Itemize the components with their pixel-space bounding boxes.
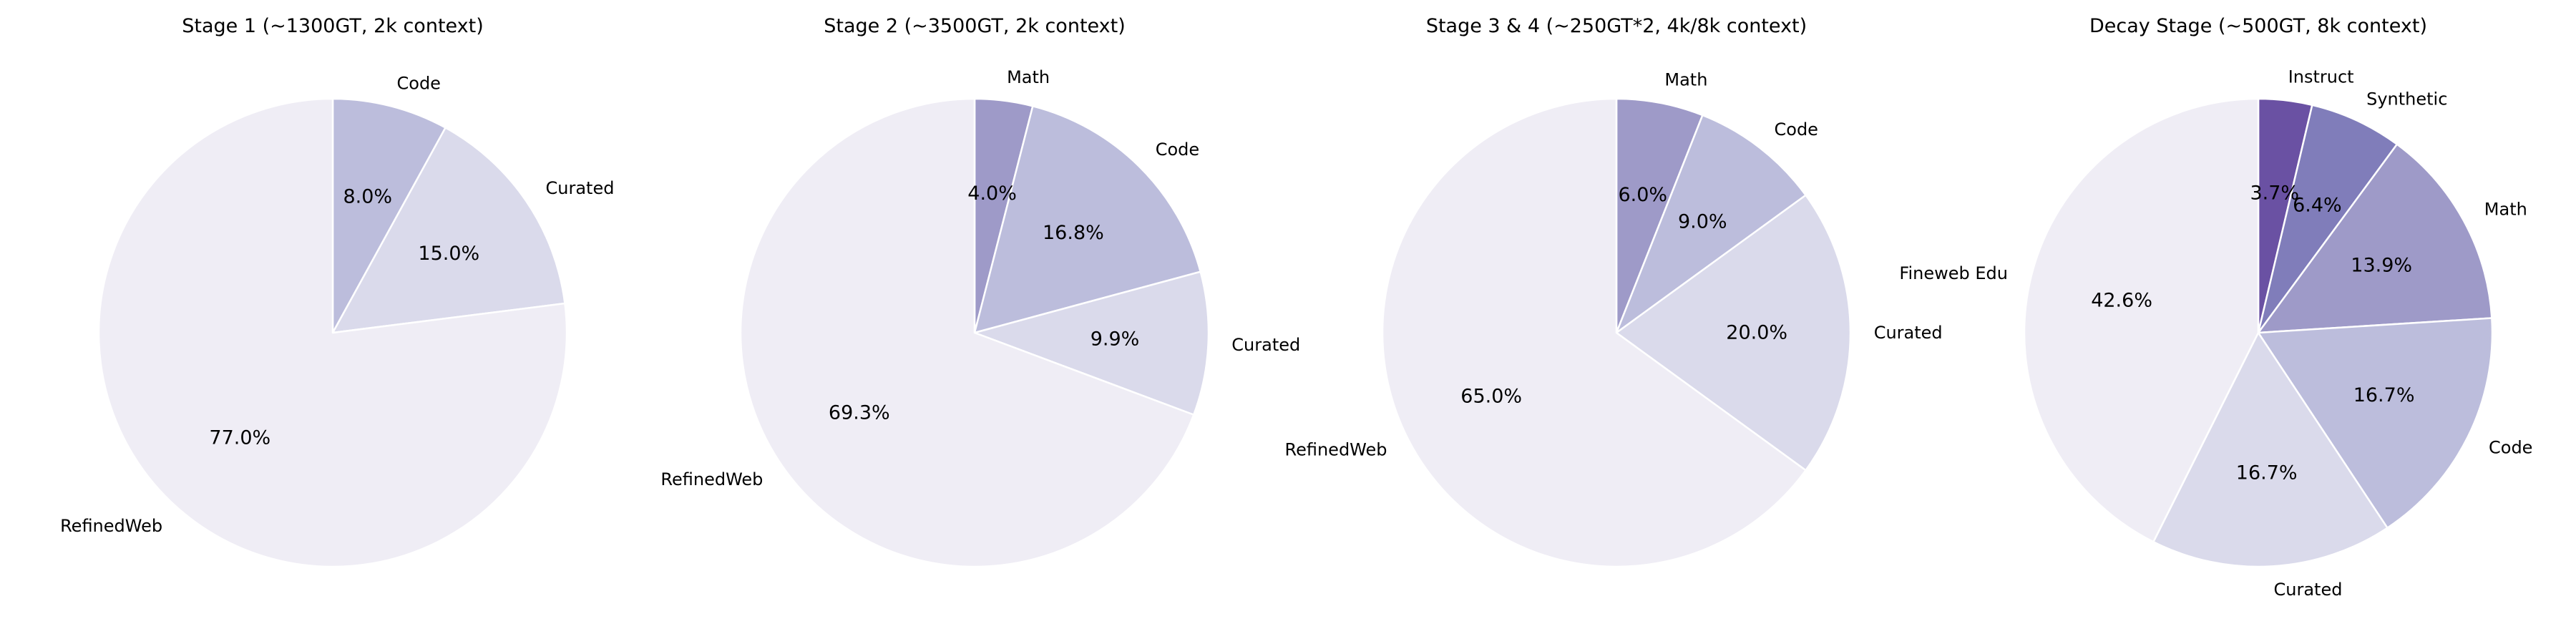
slice-label-code: Code: [1775, 119, 1818, 140]
slice-percent-fineweb-edu: 42.6%: [2091, 289, 2152, 311]
pie-slice-curated: [973, 270, 1210, 416]
pie-slice-curated: [1615, 194, 1852, 472]
slice-label-code: Code: [2489, 437, 2532, 457]
slice-percent-curated: 16.7%: [2236, 462, 2298, 484]
pie-slice-synthetic: [2257, 104, 2399, 334]
slice-label-synthetic: Synthetic: [2366, 89, 2447, 109]
slice-label-curated: Curated: [1874, 323, 1943, 343]
slice-label-refinedweb: RefinedWeb: [660, 469, 763, 489]
slice-percent-code: 8.0%: [343, 186, 392, 208]
slice-label-instruct: Instruct: [2288, 67, 2354, 87]
pie-chart-stage-2: Stage 2 (~3500GT, 2k context) Math 4.0% Co…: [660, 15, 1300, 568]
pie-slice-math: [2257, 143, 2493, 334]
slice-label-curated: Curated: [546, 178, 615, 198]
pie-slice-curated: [2152, 331, 2389, 568]
slice-percent-curated: 9.9%: [1091, 328, 1140, 351]
slice-label-curated: Curated: [1231, 335, 1300, 355]
slice-label-math: Math: [1007, 67, 1050, 87]
pie-slice-refinedweb: [1381, 97, 1807, 568]
chart-title: Stage 3 & 4 (~250GT*2, 4k/8k context): [1426, 15, 1807, 37]
chart-title: Decay Stage (~500GT, 8k context): [2089, 15, 2427, 37]
slice-label-code: Code: [1156, 140, 1199, 160]
slice-percent-code: 9.0%: [1678, 211, 1727, 233]
pie-chart-stage-1: Stage 1 (~1300GT, 2k context) Code 8.0% Cu…: [60, 15, 615, 568]
slice-percent-instruct: 3.7%: [2250, 182, 2299, 205]
pie-slice-code: [331, 97, 447, 334]
slice-label-curated: Curated: [2274, 580, 2343, 600]
pie-slice-code: [973, 105, 1201, 334]
slice-percent-math: 6.0%: [1618, 184, 1667, 206]
slice-percent-synthetic: 6.4%: [2293, 195, 2342, 217]
slice-percent-math: 13.9%: [2351, 255, 2412, 277]
slice-label-math: Math: [1664, 70, 1707, 90]
slice-label-refinedweb: RefinedWeb: [1284, 439, 1387, 459]
pie-slice-fineweb-edu: [2023, 97, 2260, 543]
slice-percent-refinedweb: 65.0%: [1460, 386, 1522, 408]
slice-percent-code: 16.7%: [2353, 384, 2415, 406]
pie-chart-decay-stage: Decay Stage (~500GT, 8k context) Instruc…: [1899, 15, 2532, 600]
slice-label-math: Math: [2484, 200, 2527, 220]
pie-slice-curated: [331, 127, 566, 334]
slice-percent-curated: 20.0%: [1726, 322, 1787, 344]
slice-percent-refinedweb: 69.3%: [829, 401, 890, 424]
pie-slice-refinedweb: [739, 97, 1195, 568]
pie-chart-stage-3-4: Stage 3 & 4 (~250GT*2, 4k/8k context) Ma…: [1284, 15, 1943, 568]
slice-percent-code: 16.8%: [1043, 222, 1104, 244]
pie-slice-math: [1615, 97, 1704, 334]
slice-percent-curated: 15.0%: [418, 243, 479, 265]
chart-title: Stage 1 (~1300GT, 2k context): [182, 15, 484, 37]
pie-slice-refinedweb: [97, 97, 568, 568]
slice-percent-math: 4.0%: [967, 182, 1017, 205]
slice-percent-refinedweb: 77.0%: [209, 427, 270, 449]
slice-label-code: Code: [397, 74, 441, 94]
slice-label-refinedweb: RefinedWeb: [60, 516, 162, 536]
pie-slice-code: [1615, 114, 1807, 334]
chart-title: Stage 2 (~3500GT, 2k context): [824, 15, 1126, 37]
pie-slice-code: [2257, 317, 2494, 529]
slice-label-fineweb-edu: Fineweb Edu: [1899, 263, 2008, 283]
